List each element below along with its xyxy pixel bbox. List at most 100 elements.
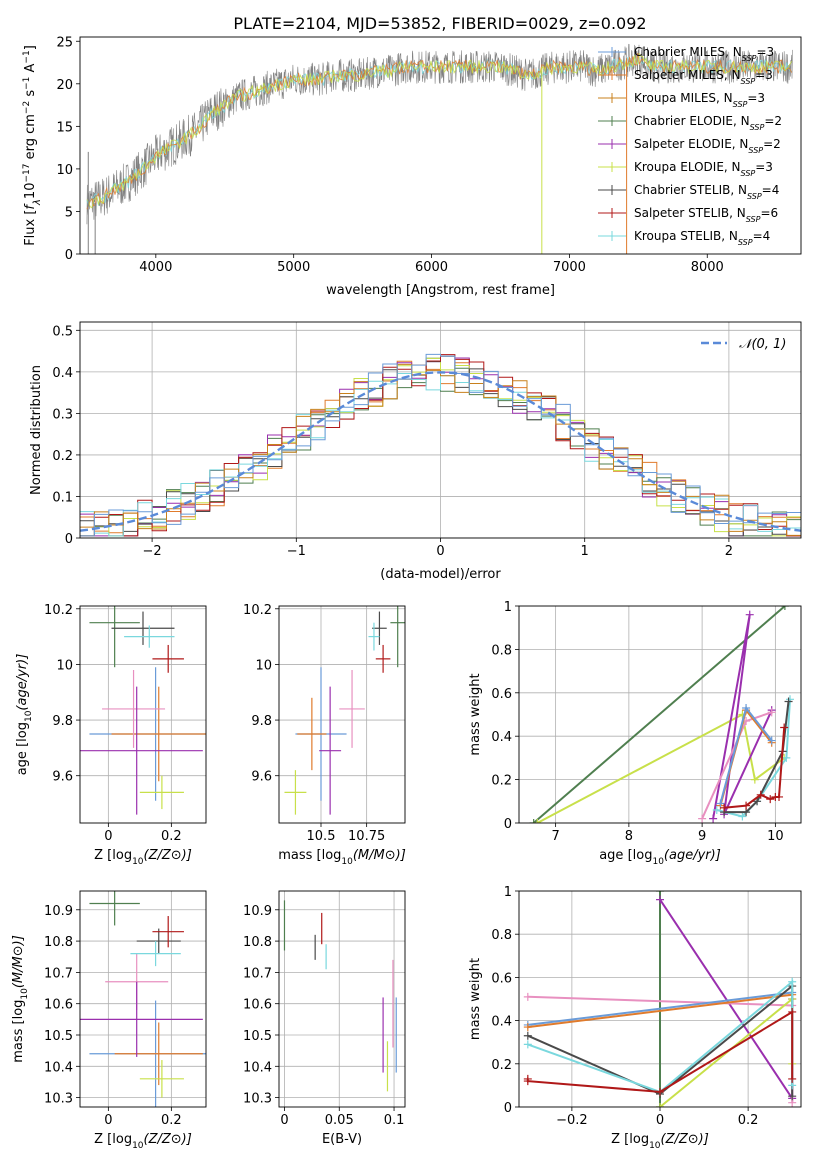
panel-residuals: −2 −1 0 1 2 0 0.1 0.2 0.3 0.4 0.5 (data-model)/erro… <box>29 321 802 582</box>
y-tick-label: 1 <box>504 600 512 615</box>
weight-line <box>536 712 785 823</box>
residual-histogram <box>80 354 801 537</box>
x-axis-label: (data-model)/error <box>380 567 501 582</box>
plot-area <box>80 322 801 538</box>
weight-marker <box>738 812 747 821</box>
y-tick-label: 0.2 <box>491 774 512 789</box>
x-tick-label: 10 <box>767 829 784 844</box>
y-tick-label: 10.4 <box>243 1060 272 1075</box>
legend-label: Salpeter ELODIE, NSSP=2 <box>634 137 781 155</box>
weight-marker <box>788 1074 797 1083</box>
weight-marker <box>767 736 776 745</box>
axes-frame <box>79 605 207 824</box>
y-tick-label: 10 <box>56 163 73 178</box>
panel-spectrum: 4000 5000 6000 7000 8000 0 5 10 15 20 25 wavelength… <box>22 35 802 298</box>
weight-marker <box>780 723 789 732</box>
figure-title: PLATE=2104, MJD=53852, FIBERID=0029, z=0… <box>233 14 646 33</box>
plot-area <box>519 891 801 1107</box>
y-axis-label: Normed distribution <box>29 365 44 495</box>
x-tick-label: 10.75 <box>348 829 385 844</box>
legend-label: Salpeter STELIB, NSSP=6 <box>634 206 778 224</box>
weight-marker <box>788 1007 797 1016</box>
y-tick-label: 0.8 <box>491 928 512 943</box>
weight-marker <box>720 803 729 812</box>
legend-label: Chabrier STELIB, NSSP=4 <box>634 183 779 201</box>
y-tick-label: 9.6 <box>251 770 272 785</box>
panels: 4000 5000 6000 7000 80000510152025wavelength… <box>11 35 802 1151</box>
y-tick-label: 0.4 <box>491 1015 512 1030</box>
plot-area <box>80 606 206 823</box>
residual-histogram <box>80 357 801 537</box>
y-tick-label: 10.5 <box>44 1029 73 1044</box>
weight-line <box>532 606 786 823</box>
weight-marker <box>656 895 664 904</box>
plot-area <box>279 606 405 823</box>
x-tick-label: 0.1 <box>384 1113 405 1128</box>
weight-marker <box>712 805 721 814</box>
panel-age_vs_z: 0 0.2 9.6 9.8 10 10.2 Z [log10(Z/Z⊙)] age [log1… <box>15 603 207 867</box>
y-axis-label: mass [log10(M/M⊙)] <box>11 935 30 1063</box>
y-tick-label: 0.1 <box>52 490 73 505</box>
weight-marker <box>780 606 789 610</box>
y-tick-label: 10.6 <box>44 998 73 1013</box>
y-tick-label: 9.8 <box>251 714 272 729</box>
x-tick-label: 0 <box>656 1113 664 1128</box>
y-tick-label: 10.5 <box>243 1029 272 1044</box>
panel-mass_vs_z: 0 0.2 10.3 10.4 10.5 10.6 10.7 10.8 10.9 Z [log10… <box>11 890 207 1151</box>
x-tick-label: 5000 <box>277 260 310 275</box>
weight-marker <box>756 790 765 799</box>
weight-marker <box>786 695 795 704</box>
weight-marker <box>782 753 791 762</box>
x-tick-label: 0 <box>436 544 444 559</box>
y-tick-label: 15 <box>56 120 73 135</box>
x-axis-label: mass [log10(M/M⊙)] <box>278 848 406 867</box>
weight-marker <box>784 697 793 706</box>
weight-marker <box>742 703 751 712</box>
axes-frame <box>79 36 802 255</box>
weight-marker <box>750 775 759 784</box>
y-axis-label: age [log10(age/yr)] <box>15 654 34 776</box>
weight-marker <box>767 708 776 717</box>
weight-marker <box>523 1077 532 1086</box>
x-axis-label: wavelength [Angstrom, rest frame] <box>326 283 555 298</box>
x-tick-label: 7 <box>551 829 559 844</box>
weight-marker <box>788 1092 797 1101</box>
y-tick-label: 1 <box>504 885 512 900</box>
y-tick-label: 5 <box>65 205 73 220</box>
x-tick-label: 10.5 <box>307 829 336 844</box>
panel-weight_vs_z: −0.2 0 0.2 0 0.2 0.4 0.6 0.8 1 Z [log10(Z/Z⊙)] mas… <box>468 885 802 1151</box>
spectrum-model-line <box>86 52 792 209</box>
y-tick-label: 10.2 <box>243 603 272 618</box>
x-tick-label: 0.2 <box>161 829 182 844</box>
y-tick-label: 10.8 <box>44 935 73 950</box>
weight-marker <box>523 1031 532 1040</box>
y-tick-label: 10.7 <box>44 966 73 981</box>
residual-histogram <box>80 353 801 537</box>
x-tick-label: 0 <box>104 1113 112 1128</box>
y-tick-label: 0 <box>65 532 73 547</box>
y-tick-label: 0.4 <box>52 366 73 381</box>
x-tick-label: 0.2 <box>161 1113 182 1128</box>
weight-marker <box>656 891 664 895</box>
x-tick-label: 8 <box>625 829 633 844</box>
axes-frame <box>79 321 802 539</box>
y-tick-label: 0.2 <box>52 449 73 464</box>
y-tick-label: 9.8 <box>52 714 73 729</box>
x-tick-label: 9 <box>698 829 706 844</box>
x-tick-label: −1 <box>287 544 306 559</box>
residual-histogram <box>80 373 801 537</box>
weight-line <box>527 993 793 1029</box>
y-axis-label: mass weight <box>468 673 483 755</box>
weight-marker <box>529 819 538 823</box>
weight-marker <box>766 795 775 804</box>
weight-marker <box>788 977 797 986</box>
x-axis-label: Z [log10(Z/Z⊙)] <box>94 848 192 867</box>
weight-marker <box>745 610 754 619</box>
weight-marker <box>742 801 751 810</box>
y-tick-label: 0.3 <box>52 407 73 422</box>
y-tick-label: 0.2 <box>491 1058 512 1073</box>
y-tick-label: 20 <box>56 78 73 93</box>
weight-marker <box>656 1087 664 1096</box>
plot-area <box>80 891 206 1107</box>
y-tick-label: 0.4 <box>491 730 512 745</box>
